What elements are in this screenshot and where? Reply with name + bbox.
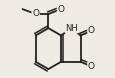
Text: O: O (87, 26, 94, 35)
Text: O: O (32, 10, 39, 18)
Text: NH: NH (65, 24, 77, 33)
Text: O: O (57, 5, 64, 14)
Text: O: O (87, 62, 94, 71)
